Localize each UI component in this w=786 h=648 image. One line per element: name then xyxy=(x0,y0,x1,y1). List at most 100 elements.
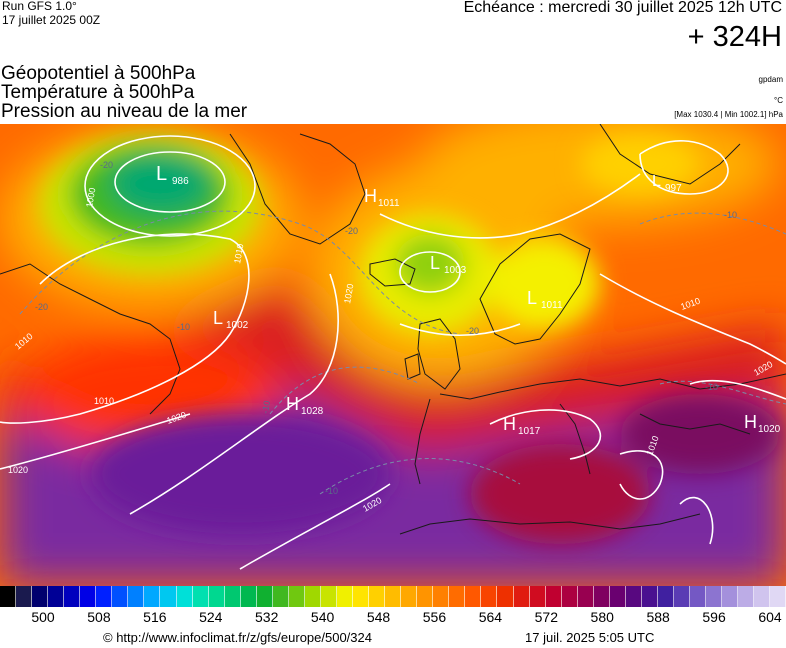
colorbar-tick-label: 548 xyxy=(366,609,391,625)
pressure-center-value: 986 xyxy=(172,176,189,187)
colorbar-segment xyxy=(16,586,33,607)
unit-temperature: °C xyxy=(774,96,783,105)
colorbar-segment xyxy=(96,586,113,607)
credit-time: 17 juil. 2025 5:05 UTC xyxy=(525,630,655,645)
run-title: Run GFS 1.0° xyxy=(2,0,77,13)
colorbar-segment xyxy=(657,586,674,607)
colorbar-segment xyxy=(754,586,771,607)
colorbar-tick-label: 556 xyxy=(422,609,447,625)
temperature-label: -20 xyxy=(35,302,48,312)
colorbar-segment xyxy=(240,586,257,607)
colorbar-segment xyxy=(192,586,209,607)
valid-time: Echéance : mercredi 30 juillet 2025 12h … xyxy=(463,0,782,16)
geopotential-field xyxy=(0,124,786,586)
colorbar-segment xyxy=(32,586,49,607)
colorbar-tick-label: 588 xyxy=(646,609,670,625)
temperature-label: -10 xyxy=(325,486,338,496)
temperature-label: -20 xyxy=(100,160,113,170)
pressure-center-type: L xyxy=(213,308,223,328)
colorbar-segment xyxy=(256,586,273,607)
colorbar-segment xyxy=(80,586,97,607)
temperature-contours xyxy=(19,210,786,495)
temperature-labels: -20 -20 -20 -20 -10 -10 -10 -10 -10 xyxy=(35,160,737,496)
temperature-label: -10 xyxy=(260,400,272,415)
colorbar-tick-label: 532 xyxy=(255,609,279,625)
colorbar-segment xyxy=(609,586,626,607)
colorbar-segment xyxy=(465,586,482,607)
colorbar-segment xyxy=(433,586,450,607)
colorbar-segment xyxy=(529,586,546,607)
colorbar-segment xyxy=(385,586,402,607)
run-date: 17 juillet 2025 00Z xyxy=(2,13,101,27)
colorbar-segment xyxy=(272,586,289,607)
colorbar-tick-label: 524 xyxy=(199,609,223,625)
colorbar-segment xyxy=(48,586,65,607)
isobar-label: 1010 xyxy=(94,396,114,406)
temperature-label: -20 xyxy=(466,326,479,336)
temperature-label: -10 xyxy=(705,382,718,392)
weather-map: L 986 H 1011 L 1003 L 1002 L 1011 L 997 … xyxy=(0,124,786,586)
pressure-center-value: 1020 xyxy=(758,424,781,435)
colorbar-segment xyxy=(738,586,755,607)
pressure-center-value: 997 xyxy=(665,183,682,194)
temperature-label: -10 xyxy=(724,210,737,220)
pressure-center-value: 1011 xyxy=(541,300,563,311)
colorbar-segment xyxy=(112,586,129,607)
pressure-center-type: L xyxy=(527,288,537,308)
colorbar-segment xyxy=(545,586,562,607)
temperature-label: -10 xyxy=(177,322,190,332)
colorbar-tick-label: 564 xyxy=(478,609,503,625)
pressure-center-value: 1011 xyxy=(378,198,400,209)
colorbar-segment xyxy=(690,586,707,607)
pressure-center-value: 1002 xyxy=(226,320,249,331)
unit-geopotential: gpdam xyxy=(758,75,783,84)
lead-time: + 324H xyxy=(687,21,782,53)
pressure-center-type: H xyxy=(503,414,516,434)
colorbar-segment xyxy=(369,586,386,607)
coastlines xyxy=(0,124,786,535)
temperature-label: -20 xyxy=(345,226,358,236)
isobar-label: 1020 xyxy=(8,465,28,475)
colorbar-segment xyxy=(401,586,418,607)
param-pressure: Pression au niveau de la mer xyxy=(1,101,248,122)
colorbar-segment xyxy=(417,586,434,607)
colorbar-segment xyxy=(722,586,739,607)
pressure-range: [Max 1030.4 | Min 1002.1] hPa xyxy=(674,110,783,119)
colorbar-segment xyxy=(770,586,786,607)
colorbar-segment xyxy=(144,586,161,607)
isobar-label: 1000 xyxy=(84,187,97,208)
colorbar-segment xyxy=(497,586,514,607)
colorbar-segment xyxy=(0,586,17,607)
colorbar-segment xyxy=(128,586,145,607)
colorbar-segment xyxy=(449,586,466,607)
param-geopotential: Géopotentiel à 500hPa xyxy=(1,63,196,84)
pressure-center-type: H xyxy=(364,186,377,206)
colorbar-segment xyxy=(224,586,241,607)
colorbar-segment xyxy=(513,586,530,607)
colorbar-segment xyxy=(593,586,610,607)
colorbar-segment xyxy=(577,586,594,607)
colorbar-tick-label: 540 xyxy=(310,609,335,625)
colorbar-tick-label: 580 xyxy=(590,609,614,625)
isobars xyxy=(0,135,786,570)
colorbar-segment xyxy=(64,586,81,607)
pressure-center-type: L xyxy=(430,253,440,273)
pressure-center-type: L xyxy=(156,163,167,185)
colorbar-segment xyxy=(176,586,193,607)
colorbar-segment xyxy=(160,586,177,607)
colorbar-segment xyxy=(625,586,642,607)
isobar-label: 1020 xyxy=(342,283,355,304)
pressure-center-type: H xyxy=(286,394,299,414)
pressure-center-value: 1028 xyxy=(301,406,324,417)
colorbar-tick-label: 572 xyxy=(534,609,558,625)
colorbar-segment xyxy=(304,586,321,607)
colorbar-segment xyxy=(561,586,578,607)
colorbar-tick-label: 508 xyxy=(87,609,111,625)
colorbar-tick-label: 596 xyxy=(702,609,726,625)
colorbar xyxy=(0,586,786,607)
isobar-label: 1010 xyxy=(232,243,245,264)
pressure-center-type: L xyxy=(652,173,661,190)
param-temperature: Température à 500hPa xyxy=(1,82,195,103)
colorbar-tick-label: 500 xyxy=(31,609,55,625)
pressure-center-value: 1017 xyxy=(518,426,541,437)
